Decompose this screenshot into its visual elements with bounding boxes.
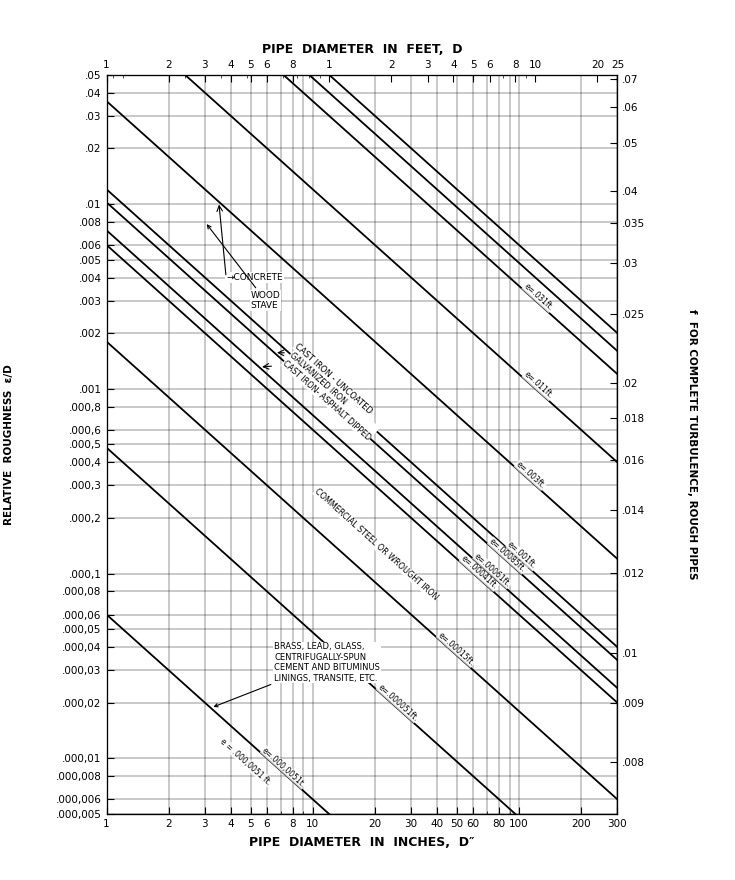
Text: RIVETED
STEEL: RIVETED STEEL	[0, 879, 1, 880]
Text: e=.003ft.: e=.003ft.	[514, 459, 547, 490]
Text: WOOD
STAVE: WOOD STAVE	[207, 225, 281, 311]
Text: e=.011ft.: e=.011ft.	[522, 370, 555, 400]
Text: BRASS, LEAD, GLASS,
CENTRIFUGALLY-SPUN
CEMENT AND BITUMINUS
LININGS, TRANSITE, E: BRASS, LEAD, GLASS, CENTRIFUGALLY-SPUN C…	[215, 642, 380, 707]
Text: e=.00061ft.: e=.00061ft.	[473, 552, 512, 589]
Text: e=.00041ft.: e=.00041ft.	[459, 554, 499, 591]
Text: e=.031ft.: e=.031ft.	[522, 282, 555, 312]
X-axis label: PIPE  DIAMETER  IN  INCHES,  D″: PIPE DIAMETER IN INCHES, D″	[249, 836, 475, 849]
X-axis label: PIPE  DIAMETER  IN  FEET,  D: PIPE DIAMETER IN FEET, D	[262, 43, 462, 56]
Text: e=.00015ft.: e=.00015ft.	[437, 630, 476, 668]
Text: COMMERCIAL STEEL OR WROUGHT IRON: COMMERCIAL STEEL OR WROUGHT IRON	[313, 488, 440, 602]
Text: e=.001ft.: e=.001ft.	[506, 540, 539, 571]
Text: CAST IRON - UNCOATED: CAST IRON - UNCOATED	[293, 341, 374, 415]
Text: e=.000051ft.: e=.000051ft.	[376, 682, 420, 722]
Y-axis label: RELATIVE  ROUGHNESS  ε/D: RELATIVE ROUGHNESS ε/D	[4, 364, 14, 524]
Y-axis label: f  FOR COMPLETE TURBULENCE, ROUGH PIPES: f FOR COMPLETE TURBULENCE, ROUGH PIPES	[687, 309, 697, 580]
Text: e = .000,0051 ft.: e = .000,0051 ft.	[219, 737, 273, 787]
Text: e=.00085ft.: e=.00085ft.	[487, 537, 528, 575]
Text: GALVANIZED IRON
CAST IRON- ASPHALT DIPPED: GALVANIZED IRON CAST IRON- ASPHALT DIPPE…	[281, 351, 379, 443]
Text: →CONCRETE: →CONCRETE	[226, 273, 283, 282]
Text: e=.000,0051t.: e=.000,0051t.	[260, 745, 307, 789]
